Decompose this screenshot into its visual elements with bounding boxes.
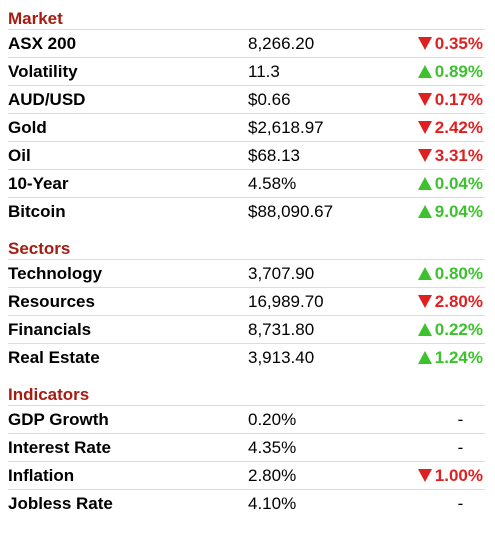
row-label: Bitcoin (8, 201, 66, 221)
section-title-indicators: Indicators (8, 385, 90, 404)
row-label: Oil (8, 145, 31, 165)
row-value: 0.20% (248, 409, 297, 429)
table-row: Gold $2,618.97 2.42% (8, 113, 485, 141)
change-percent: 0.22% (434, 319, 483, 339)
row-value: 3,913.40 (248, 347, 315, 367)
row-value: 4.35% (248, 437, 297, 457)
row-value: 11.3 (248, 61, 280, 81)
table-row: GDP Growth 0.20% - (8, 405, 485, 433)
row-label: Real Estate (8, 347, 100, 367)
row-change: 1.00% (376, 466, 485, 486)
up-triangle-icon (417, 205, 432, 218)
change-percent: 0.80% (434, 263, 483, 283)
up-triangle-icon (417, 65, 432, 78)
row-change: - (376, 438, 485, 458)
market-summary-table: Market ASX 200 8,266.20 0.35% Volatility 11.3… (0, 5, 495, 542)
down-triangle-icon (417, 37, 432, 50)
row-label: Gold (8, 117, 47, 137)
row-label: Financials (8, 319, 92, 339)
table-row: Interest Rate 4.35% - (8, 433, 485, 461)
change-percent: 2.42% (434, 117, 483, 137)
table-row: Technology 3,707.90 0.80% (8, 259, 485, 287)
up-triangle-icon (417, 323, 432, 336)
row-label: Inflation (8, 465, 75, 485)
row-change: - (376, 494, 485, 514)
row-value: 8,731.80 (248, 319, 315, 339)
up-triangle-icon (417, 351, 432, 364)
row-change: 2.42% (376, 118, 485, 138)
row-label: Resources (8, 291, 95, 311)
row-label: Volatility (8, 61, 78, 81)
change-percent: 1.00% (434, 465, 483, 485)
row-change: 0.35% (376, 34, 485, 54)
row-change: 0.04% (376, 174, 485, 194)
table-row: Oil $68.13 3.31% (8, 141, 485, 169)
row-value: $88,090.67 (248, 201, 334, 221)
change-percent: 1.24% (434, 347, 483, 367)
table-row: Financials 8,731.80 0.22% (8, 315, 485, 343)
row-change: 0.89% (376, 62, 485, 82)
row-value: 8,266.20 (248, 33, 315, 53)
row-change: - (376, 410, 485, 430)
table-row: Real Estate 3,913.40 1.24% (8, 343, 485, 371)
row-label: GDP Growth (8, 409, 109, 429)
row-value: $0.66 (248, 89, 291, 109)
table-row: Resources 16,989.70 2.80% (8, 287, 485, 315)
change-percent: 0.89% (434, 61, 483, 81)
row-change: 0.17% (376, 90, 485, 110)
row-label: 10-Year (8, 173, 69, 193)
section-title-market: Market (8, 9, 63, 28)
table-row: Inflation 2.80% 1.00% (8, 461, 485, 489)
up-triangle-icon (417, 267, 432, 280)
table-row: Jobless Rate 4.10% - (8, 489, 485, 517)
change-percent: 3.31% (434, 145, 483, 165)
row-change: 0.22% (376, 320, 485, 340)
row-change: 1.24% (376, 348, 485, 368)
row-label: AUD/USD (8, 89, 86, 109)
down-triangle-icon (417, 149, 432, 162)
change-percent: 0.04% (434, 173, 483, 193)
table-row: AUD/USD $0.66 0.17% (8, 85, 485, 113)
row-value: 4.10% (248, 493, 297, 513)
row-label: Interest Rate (8, 437, 111, 457)
row-change: 9.04% (376, 202, 485, 222)
row-change: 2.80% (376, 292, 485, 312)
row-change: 0.80% (376, 264, 485, 284)
row-value: 4.58% (248, 173, 297, 193)
table-row: Volatility 11.3 0.89% (8, 57, 485, 85)
row-value: 3,707.90 (248, 263, 315, 283)
change-percent: 0.35% (434, 33, 483, 53)
table-row: ASX 200 8,266.20 0.35% (8, 29, 485, 57)
down-triangle-icon (417, 295, 432, 308)
change-percent: - (457, 493, 464, 513)
down-triangle-icon (417, 469, 432, 482)
row-value: 2.80% (248, 465, 297, 485)
change-percent: - (457, 437, 464, 457)
row-change: 3.31% (376, 146, 485, 166)
up-triangle-icon (417, 177, 432, 190)
row-value: $68.13 (248, 145, 300, 165)
row-label: ASX 200 (8, 33, 77, 53)
change-percent: 9.04% (434, 201, 483, 221)
section-title-sectors: Sectors (8, 239, 71, 258)
change-percent: 0.17% (434, 89, 483, 109)
row-value: $2,618.97 (248, 117, 324, 137)
change-percent: 2.80% (434, 291, 483, 311)
row-value: 16,989.70 (248, 291, 324, 311)
table-row: Bitcoin $88,090.67 9.04% (8, 197, 485, 225)
table-row: 10-Year 4.58% 0.04% (8, 169, 485, 197)
down-triangle-icon (417, 93, 432, 106)
change-percent: - (457, 409, 464, 429)
row-label: Technology (8, 263, 103, 283)
down-triangle-icon (417, 121, 432, 134)
row-label: Jobless Rate (8, 493, 113, 513)
